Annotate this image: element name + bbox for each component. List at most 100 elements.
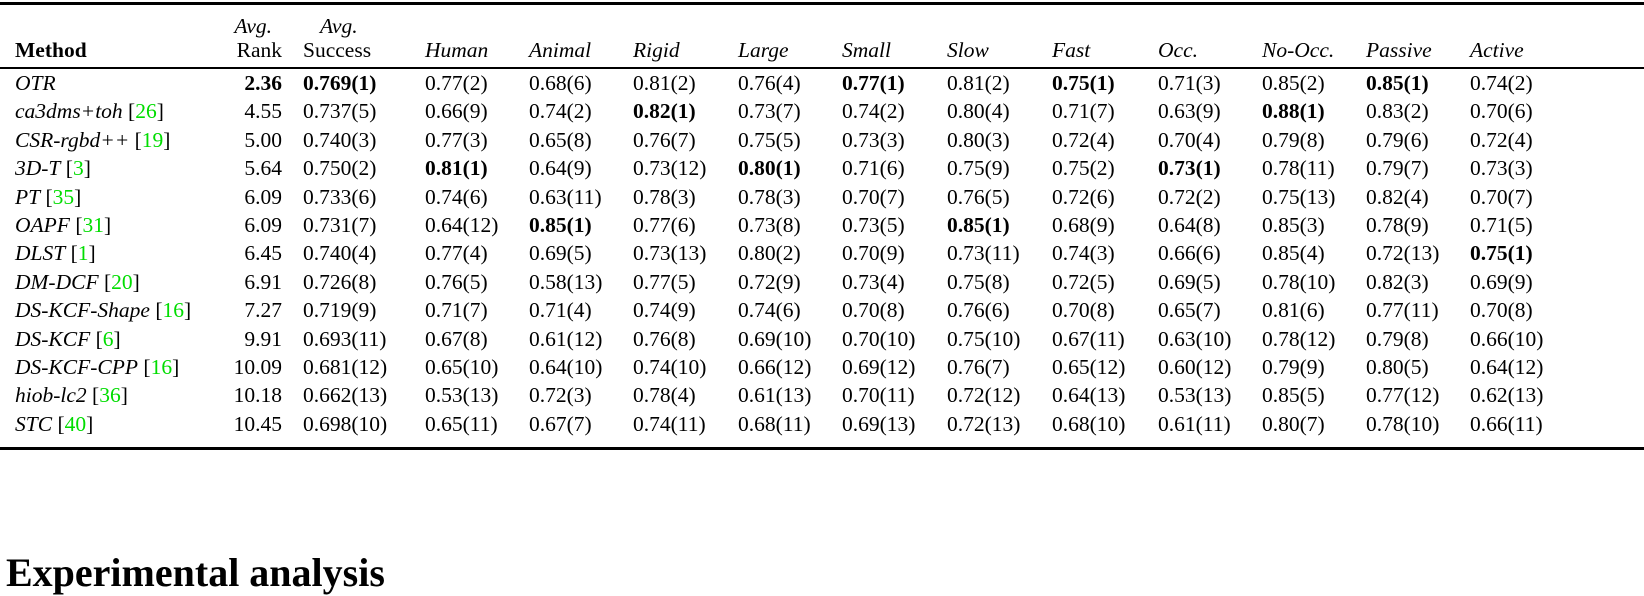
- citation-ref[interactable]: 19: [141, 127, 164, 152]
- table-cell: 0.78(11): [1262, 156, 1335, 181]
- table-cell: 0.66(9): [425, 99, 488, 124]
- column-header-label: Animal: [529, 37, 592, 62]
- table-cell: 4.55: [244, 99, 282, 124]
- method-cell: PT [35]: [0, 183, 215, 211]
- table-cell: 0.74(6): [425, 184, 488, 209]
- table-cell: 0.80(5): [1366, 355, 1429, 380]
- table-row: OTR 2.36 0.769(1) 0.77(2) 0.68(6) 0.81(2) 0.76…: [0, 69, 1644, 97]
- method-name: DS-KCF-Shape: [15, 298, 150, 323]
- column-header-top-label: Avg.: [234, 13, 272, 38]
- table-cell: 0.681(12): [303, 355, 388, 380]
- citation-brackets: [19]: [129, 127, 171, 152]
- method-cell: DM-DCF [20]: [0, 268, 215, 296]
- column-header-small: Small: [842, 38, 947, 67]
- method-name: PT: [15, 184, 41, 209]
- table-row: DS-KCF-CPP [16] 10.09 0.681(12) 0.65(10) 0.6…: [0, 353, 1644, 381]
- table-cell: 0.740(4): [303, 241, 377, 266]
- citation-ref[interactable]: 36: [99, 383, 121, 408]
- table-cell: 0.65(7): [1158, 298, 1221, 323]
- table-cell: 0.76(6): [947, 298, 1010, 323]
- table-cell: 5.00: [244, 127, 282, 152]
- citation-brackets: [31]: [69, 213, 112, 238]
- table-cell: 0.78(3): [738, 184, 801, 209]
- table-cell: 0.69(5): [1158, 269, 1221, 294]
- table-cell: 0.82(1): [633, 99, 696, 124]
- table-cell: 0.72(13): [1366, 241, 1440, 266]
- table-cell: 0.61(13): [738, 383, 812, 408]
- table-row: PT [35] 6.09 0.733(6) 0.74(6) 0.63(11) 0.78(3…: [0, 183, 1644, 211]
- citation-ref[interactable]: 3: [72, 156, 84, 181]
- table-cell: 0.70(4): [1158, 127, 1221, 152]
- column-header-label: Rigid: [633, 37, 680, 62]
- citation-ref[interactable]: 16: [162, 298, 185, 323]
- table-cell: 0.76(8): [633, 326, 696, 351]
- table-cell: 0.75(13): [1262, 184, 1336, 209]
- table-cell: 0.74(11): [633, 411, 706, 436]
- method-cell: ca3dms+toh [26]: [0, 97, 215, 125]
- table-cell: 0.58(13): [529, 269, 603, 294]
- table-cell: 0.68(10): [1052, 411, 1126, 436]
- column-header-rigid: Rigid: [633, 38, 738, 67]
- table-cell: 0.65(10): [425, 355, 499, 380]
- table-cell: 7.27: [244, 298, 282, 323]
- citation-ref[interactable]: 1: [77, 241, 89, 266]
- column-header-avg-rank: Avg. Rank: [215, 14, 285, 67]
- table-cell: 0.70(10): [842, 326, 916, 351]
- citation-ref[interactable]: 6: [102, 326, 114, 351]
- table-cell: 6.45: [244, 241, 282, 266]
- method-cell: hiob-lc2 [36]: [0, 381, 215, 409]
- method-cell: DS-KCF [6]: [0, 325, 215, 353]
- citation-ref[interactable]: 16: [150, 355, 173, 380]
- citation-ref[interactable]: 26: [135, 99, 157, 124]
- citation-ref[interactable]: 35: [52, 184, 75, 209]
- citation-brackets: [40]: [52, 411, 94, 436]
- table-cell: 9.91: [244, 326, 282, 351]
- table-cell: 0.64(12): [1470, 355, 1544, 380]
- table-cell: 0.73(8): [738, 213, 801, 238]
- table-cell: 0.693(11): [303, 326, 387, 351]
- table-cell: 0.70(8): [1052, 298, 1115, 323]
- table-cell: 0.73(11): [947, 241, 1020, 266]
- citation-ref[interactable]: 20: [111, 269, 133, 294]
- citation-ref[interactable]: 31: [82, 213, 104, 238]
- table-cell: 0.77(12): [1366, 383, 1440, 408]
- column-header-avg-success: Avg. Success: [285, 14, 425, 67]
- table-cell: 0.61(12): [529, 326, 603, 351]
- table-cell: 0.64(12): [425, 213, 499, 238]
- table-cell: 0.72(4): [1052, 127, 1115, 152]
- table-cell: 0.79(7): [1366, 156, 1429, 181]
- column-header-method: Method: [0, 38, 215, 67]
- table-cell: 0.62(13): [1470, 383, 1544, 408]
- table-cell: 0.78(10): [1366, 411, 1440, 436]
- table-cell: 0.75(9): [947, 156, 1010, 181]
- table-cell: 0.73(3): [842, 127, 905, 152]
- column-header-passive: Passive: [1366, 38, 1470, 67]
- table-cell: 0.70(8): [1470, 298, 1533, 323]
- table-cell: 0.70(6): [1470, 99, 1533, 124]
- table-cell: 0.81(2): [947, 71, 1010, 95]
- table-cell: 0.80(7): [1262, 411, 1325, 436]
- citation-ref[interactable]: 40: [64, 411, 87, 436]
- table-cell: 0.733(6): [303, 184, 377, 209]
- table-cell: 0.66(11): [1470, 411, 1543, 436]
- table-cell: 0.69(13): [842, 411, 916, 436]
- table-cell: 0.74(10): [633, 355, 707, 380]
- method-cell: DS-KCF-Shape [16]: [0, 296, 215, 324]
- method-name: DLST: [15, 241, 66, 266]
- table-cell: 0.69(10): [738, 326, 812, 351]
- column-header-fast: Fast: [1052, 38, 1158, 67]
- column-header-label: Slow: [947, 37, 989, 62]
- column-header-occ-: Occ.: [1158, 38, 1262, 67]
- table-cell: 0.76(5): [425, 269, 488, 294]
- table-cell: 10.18: [233, 383, 282, 408]
- table-cell: 0.662(13): [303, 383, 388, 408]
- table-cell: 0.53(13): [1158, 383, 1232, 408]
- table-cell: 2.36: [244, 71, 282, 95]
- table-row: DLST [1] 6.45 0.740(4) 0.77(4) 0.69(5) 0.73(1…: [0, 239, 1644, 267]
- table-cell: 0.79(9): [1262, 355, 1325, 380]
- table-cell: 0.65(12): [1052, 355, 1126, 380]
- table-cell: 0.66(10): [1470, 326, 1544, 351]
- table-cell: 0.73(12): [633, 156, 707, 181]
- table-cell: 10.45: [233, 411, 282, 436]
- citation-brackets: [16]: [138, 355, 180, 380]
